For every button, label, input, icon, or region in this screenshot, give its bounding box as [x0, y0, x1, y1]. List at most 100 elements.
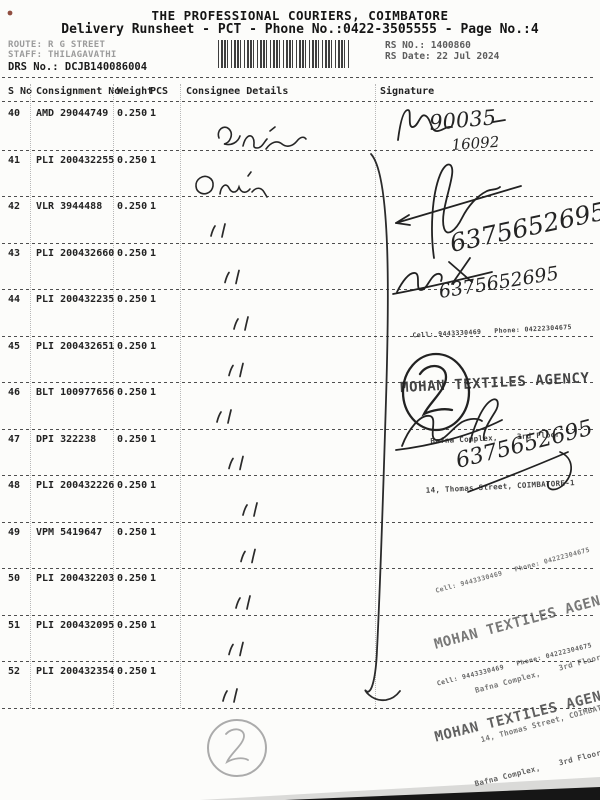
header-divider [2, 77, 596, 78]
table-row: 52 PLI 200432354 0.250 1 [0, 661, 600, 677]
table-row: 49 VPM 5419647 0.250 1 [0, 522, 600, 538]
route-label: ROUTE: R G STREET [8, 40, 106, 50]
company-title: THE PROFESSIONAL COURIERS, COIMBATORE [151, 8, 449, 23]
ditto-mark [216, 409, 232, 424]
drs-number: DRS No.: DCJB140086004 [8, 61, 148, 73]
row-divider [2, 149, 596, 151]
table-row: 46 BLT 100977656 0.250 1 [0, 382, 600, 398]
cell-sno: 44 [8, 294, 21, 305]
cell-consignment: DPI 322238 [36, 433, 97, 445]
row-divider [2, 614, 596, 616]
row-divider [2, 661, 596, 662]
ditto-mark [228, 641, 244, 657]
table-row: 50 PLI 200432203 0.250 1 [0, 568, 600, 584]
cell-consignment: PLI 200432651 [36, 340, 115, 352]
cell-pcs: 1 [150, 154, 157, 166]
stamp-address-line1: Bafna Complex, 3rd Floor, [430, 429, 566, 446]
cell-pcs: 1 [150, 247, 157, 259]
ditto-mark [210, 223, 226, 238]
cell-consignment: VLR 3944488 [36, 201, 103, 212]
cell-sno: 41 [8, 154, 21, 166]
table-row: 51 PLI 200432095 0.250 1 [0, 615, 600, 631]
cell-weight: 0.250 [117, 340, 148, 352]
staff-label: STAFF: THILAGAVATHI [8, 50, 117, 60]
table-row: 42 VLR 3944488 0.250 1 [0, 196, 600, 212]
cell-sno: 45 [8, 340, 21, 352]
cell-pcs: 1 [150, 201, 157, 212]
ditto-mark [240, 548, 256, 564]
cell-weight: 0.250 [117, 387, 148, 398]
row-divider [2, 382, 596, 383]
cell-pcs: 1 [150, 340, 157, 352]
column-divider [180, 84, 181, 708]
cell-consignment: VPM 5419647 [36, 526, 103, 538]
ditto-mark [233, 316, 249, 331]
cell-pcs: 1 [150, 573, 157, 584]
cell-consignment: PLI 200432660 [36, 247, 115, 259]
stamp-contact-line: Cell: 9443330469 Phone: 04222304675 [434, 545, 591, 595]
table-header-row: S No Consignment No Weight PCS Consignee… [0, 86, 600, 100]
row-divider [2, 335, 596, 337]
ditto-mark [242, 502, 258, 517]
cell-weight: 0.250 [117, 247, 148, 259]
cell-pcs: 1 [150, 480, 157, 491]
cell-consignment: PLI 200432255 [36, 154, 115, 166]
stamp-address-line2: 14, Thomas Street, COIMBATORE-1 [425, 478, 576, 495]
column-divider [30, 84, 31, 708]
ditto-mark [222, 688, 238, 703]
ditto-mark [228, 455, 244, 471]
cell-consignment: PLI 200432226 [36, 480, 115, 491]
cell-sno: 52 [8, 666, 21, 677]
table-row: 47 DPI 322238 0.250 1 [0, 429, 600, 445]
mohan-textiles-stamp: Cell: 9443330469 Phone: 04222304675 MOHA… [381, 282, 600, 537]
table-row: 44 PLI 200432235 0.250 1 [0, 289, 600, 305]
row-divider [2, 289, 596, 290]
cell-weight: 0.250 [117, 573, 148, 584]
cell-weight: 0.250 [117, 526, 148, 538]
row-divider [2, 428, 596, 430]
cell-sno: 50 [8, 573, 21, 584]
cell-consignment: PLI 200432095 [36, 619, 115, 631]
handwriting-scribble-row41 [195, 171, 268, 198]
ditto-mark [235, 595, 251, 610]
cell-weight: 0.250 [117, 294, 148, 305]
cell-pcs: 1 [150, 294, 157, 305]
col-header-consignment: Consignment No [36, 86, 121, 97]
stamp-contact-line: Cell: 9443330469 Phone: 04222304675 [412, 323, 573, 340]
col-header-sno: S No [8, 86, 33, 97]
cell-sno: 49 [8, 526, 21, 538]
cell-sno: 40 [8, 108, 21, 119]
table-row: 45 PLI 200432651 0.250 1 [0, 336, 600, 352]
table-row: 41 PLI 200432255 0.250 1 [0, 150, 600, 166]
col-header-consignee: Consignee Details [186, 86, 289, 97]
cell-consignment: PLI 200432354 [36, 666, 115, 677]
cell-weight: 0.250 [117, 433, 148, 445]
cell-weight: 0.250 [117, 666, 148, 677]
stamp-address-line1: Bafna Complex, 3rd Floor, [473, 746, 600, 788]
cell-sno: 43 [8, 247, 21, 259]
col-header-pcs: PCS [150, 86, 169, 97]
table-row: 43 PLI 200432660 0.250 1 [0, 243, 600, 259]
stamp-contact-line: Cell: 9443330469 Phone: 04222304675 [436, 641, 593, 688]
row-divider [2, 568, 596, 569]
stamp-name-line: MOHAN TEXTILES AGENCY [433, 684, 600, 746]
cell-consignment: PLI 200432235 [36, 294, 115, 305]
cell-weight: 0.250 [117, 480, 148, 491]
cell-consignment: AMD 29044749 [36, 108, 109, 119]
col-header-weight: Weight [117, 86, 154, 97]
row-divider [2, 475, 596, 476]
cell-pcs: 1 [150, 433, 157, 445]
ditto-mark [224, 269, 240, 285]
table-row: 48 PLI 200432226 0.250 1 [0, 475, 600, 491]
cell-pcs: 1 [150, 108, 157, 119]
ditto-mark [228, 362, 244, 378]
col-header-signature: Signature [380, 86, 435, 97]
cell-weight: 0.250 [117, 108, 148, 119]
cell-pcs: 1 [150, 387, 157, 398]
rs-date: RS Date: 22 Jul 2024 [385, 51, 500, 62]
table-row: 40 AMD 29044749 0.250 1 [0, 103, 600, 119]
cell-pcs: 1 [150, 619, 157, 631]
cell-sno: 47 [8, 433, 21, 445]
cell-weight: 0.250 [117, 201, 148, 212]
cell-pcs: 1 [150, 526, 157, 538]
